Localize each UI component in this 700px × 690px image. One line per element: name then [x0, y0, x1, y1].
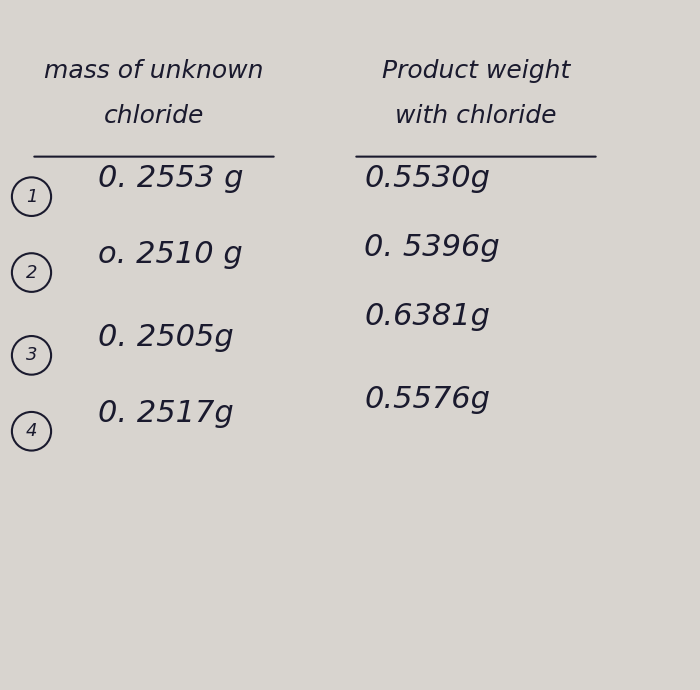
Text: Product weight: Product weight — [382, 59, 570, 83]
Text: o. 2510 g: o. 2510 g — [98, 240, 243, 269]
Text: mass of unknown: mass of unknown — [44, 59, 264, 83]
Text: with chloride: with chloride — [395, 104, 556, 128]
Text: 0. 2517g: 0. 2517g — [98, 399, 234, 428]
Text: 0.5576g: 0.5576g — [364, 385, 490, 414]
Text: chloride: chloride — [104, 104, 204, 128]
Text: 4: 4 — [26, 422, 37, 440]
Text: 0.5530g: 0.5530g — [364, 164, 490, 193]
Text: 1: 1 — [26, 188, 37, 206]
Text: 0.6381g: 0.6381g — [364, 302, 490, 331]
Text: 3: 3 — [26, 346, 37, 364]
Text: 0. 5396g: 0. 5396g — [364, 233, 500, 262]
Text: 0. 2553 g: 0. 2553 g — [98, 164, 244, 193]
Text: 0. 2505g: 0. 2505g — [98, 323, 234, 352]
Text: 2: 2 — [26, 264, 37, 282]
